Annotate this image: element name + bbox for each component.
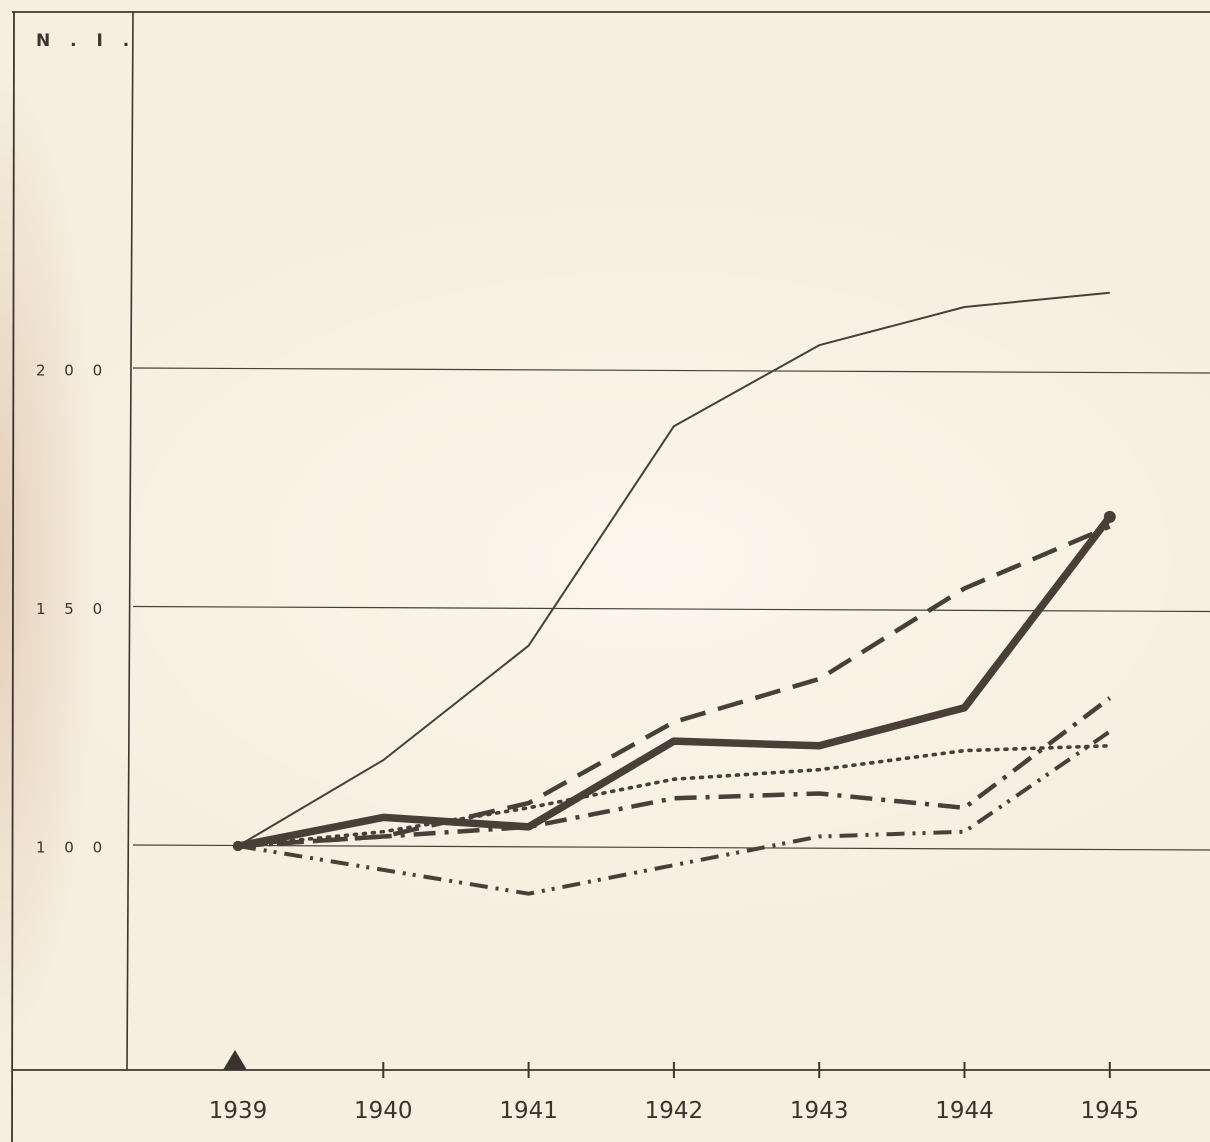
series-line-dotted bbox=[236, 743, 1112, 848]
axis-labels: 2 0 0 1 5 0 1 0 0 N . I . 1939 1940 1941 1942 19… bbox=[36, 31, 1139, 1124]
series-line-solid-bold bbox=[237, 514, 1113, 850]
series-lines bbox=[233, 291, 1116, 896]
data-point bbox=[233, 841, 243, 851]
x-tick-label: 1941 bbox=[499, 1098, 558, 1124]
x-tick-label: 1940 bbox=[354, 1098, 413, 1124]
chart-frame bbox=[11, 11, 1210, 1142]
axes bbox=[12, 1050, 1210, 1078]
x-tick-label: 1944 bbox=[935, 1098, 994, 1124]
series-line-dash-dot bbox=[237, 696, 1112, 849]
base-year-marker bbox=[223, 1050, 247, 1070]
x-tick-label: 1945 bbox=[1081, 1098, 1140, 1124]
frame-left bbox=[11, 11, 15, 1142]
gridline-100 bbox=[132, 844, 1210, 851]
gridline-150 bbox=[132, 605, 1210, 613]
y-axis-label: N . I . bbox=[36, 31, 136, 51]
series-line-dashed bbox=[237, 524, 1111, 849]
grid-lines bbox=[132, 367, 1210, 851]
x-tick-label: 1939 bbox=[209, 1098, 268, 1124]
series-line-dash-dot-dot bbox=[237, 729, 1111, 896]
series-endpoint bbox=[1103, 510, 1116, 523]
x-tick-label: 1943 bbox=[790, 1098, 849, 1124]
ylabel-divider bbox=[126, 11, 134, 1071]
gridline-200 bbox=[132, 367, 1210, 374]
series-line-solid-thin bbox=[237, 291, 1110, 847]
y-tick-label: 2 0 0 bbox=[36, 362, 109, 380]
y-tick-label: 1 5 0 bbox=[36, 600, 109, 618]
y-tick-label: 1 0 0 bbox=[36, 839, 109, 857]
x-tick-label: 1942 bbox=[645, 1098, 704, 1124]
